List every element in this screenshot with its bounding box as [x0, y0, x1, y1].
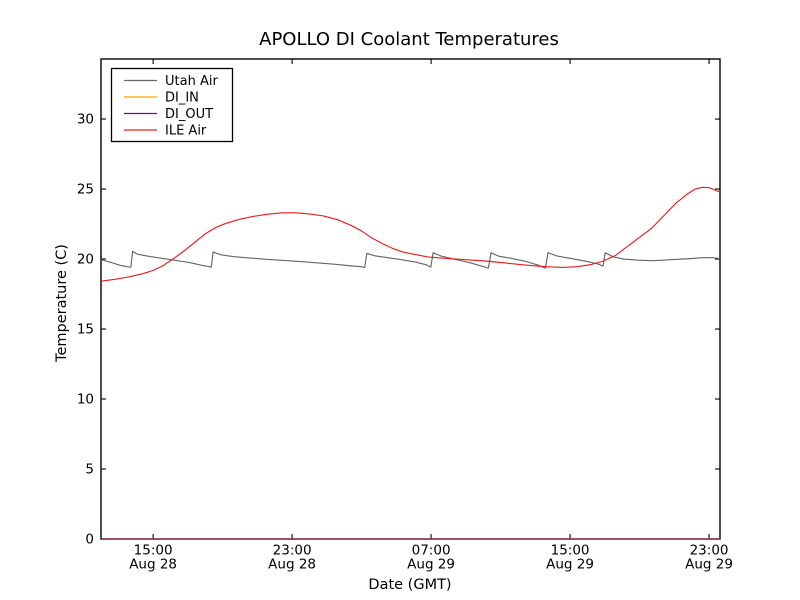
y-tick-label: 5	[85, 462, 94, 478]
legend-label: Utah Air	[165, 74, 218, 89]
series-line-utah-air	[100, 250, 721, 269]
y-tick-label: 25	[77, 182, 94, 198]
legend-label: DI_OUT	[165, 107, 213, 122]
y-tick-label: 20	[77, 252, 94, 268]
x-tick-label-date: Aug 29	[685, 557, 733, 573]
x-axis-label: Date (GMT)	[368, 577, 451, 593]
y-tick-label: 10	[77, 392, 94, 408]
x-tick-label-date: Aug 29	[546, 557, 594, 573]
y-tick-label: 0	[85, 532, 94, 548]
x-tick-label-date: Aug 28	[129, 557, 177, 573]
chart-title: APOLLO DI Coolant Temperatures	[259, 29, 559, 50]
x-tick-label-date: Aug 28	[268, 557, 316, 573]
x-tick-label-date: Aug 29	[407, 557, 455, 573]
x-tick-label-time: 15:00	[551, 543, 590, 559]
legend-label: DI_IN	[165, 91, 199, 106]
legend-label: ILE Air	[165, 124, 207, 139]
x-tick-label-time: 07:00	[412, 543, 451, 559]
y-tick-label: 15	[77, 322, 94, 338]
x-tick-label-time: 23:00	[690, 543, 729, 559]
y-tick-label: 30	[77, 112, 94, 128]
x-tick-label-time: 23:00	[273, 543, 312, 559]
series-lines	[100, 186, 721, 540]
y-axis-label: Temperature (C)	[54, 244, 70, 363]
series-line-ile-air	[100, 186, 721, 282]
x-tick-label-time: 15:00	[134, 543, 173, 559]
